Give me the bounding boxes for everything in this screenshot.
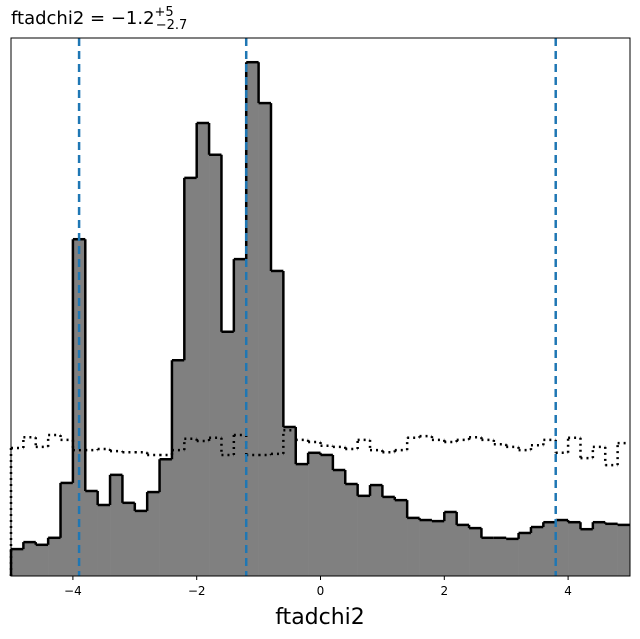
histogram-bar (555, 520, 569, 576)
histogram-bar (147, 492, 160, 576)
histogram-bar (209, 154, 222, 576)
histogram-bar (506, 538, 519, 576)
histogram-bar (159, 459, 173, 576)
histogram-bar (110, 474, 123, 576)
histogram-bar (592, 522, 606, 576)
x-tick-label: −4 (64, 584, 82, 598)
histogram-bar (171, 360, 185, 576)
title-main: ftadchi2 = −1.2 (11, 8, 155, 29)
histogram-bar (431, 521, 445, 576)
histogram-bar (283, 426, 297, 576)
histogram-bar (233, 259, 247, 576)
histogram-bar (35, 544, 49, 576)
histogram-bar (530, 527, 544, 576)
histogram-bar (407, 517, 420, 576)
histogram-bar (184, 177, 197, 576)
title-sup: +5 (155, 5, 174, 20)
histogram-bar (543, 522, 557, 576)
histogram-bar (518, 532, 532, 576)
histogram-bar (481, 537, 495, 576)
histogram-bar (134, 510, 148, 576)
histogram-bar (456, 524, 470, 576)
histogram-bar (382, 496, 396, 576)
histogram-bar (48, 537, 61, 576)
histogram-bar (493, 537, 507, 576)
histogram-bar (357, 495, 371, 576)
title-sub: −2.7 (156, 18, 188, 33)
histogram-bar (444, 511, 457, 576)
x-axis-label: ftadchi2 (275, 605, 365, 630)
histogram-bar (85, 490, 98, 576)
histogram-bar (605, 523, 618, 576)
histogram-bar (270, 270, 284, 576)
histogram-bar (320, 454, 334, 576)
x-tick-label: 2 (440, 584, 448, 598)
histogram-bar (370, 485, 383, 576)
histogram-bar (580, 529, 594, 576)
chart-title: ftadchi2 = −1.2+5 −2.7 (11, 5, 187, 33)
histogram-bar (419, 520, 433, 576)
histogram-bar (97, 504, 111, 576)
histogram-bar (11, 549, 24, 576)
histogram-bar (617, 524, 631, 576)
x-tick-label: 0 (317, 584, 325, 598)
histogram-bar (258, 103, 272, 577)
histogram-bar (122, 502, 136, 576)
x-tick-label: −2 (188, 584, 206, 598)
x-tick-label: 4 (564, 584, 572, 598)
histogram-bar (568, 522, 581, 576)
histogram-bar (308, 452, 321, 576)
histogram-bar (295, 464, 309, 576)
histogram-bar (332, 470, 346, 576)
histogram-bar (394, 500, 408, 576)
histogram-bar (246, 62, 259, 576)
histogram-bar (196, 123, 210, 576)
histogram-bar (60, 482, 74, 576)
histogram-bar (469, 528, 482, 576)
histogram-bar (23, 542, 37, 576)
histogram-bar (345, 484, 358, 576)
